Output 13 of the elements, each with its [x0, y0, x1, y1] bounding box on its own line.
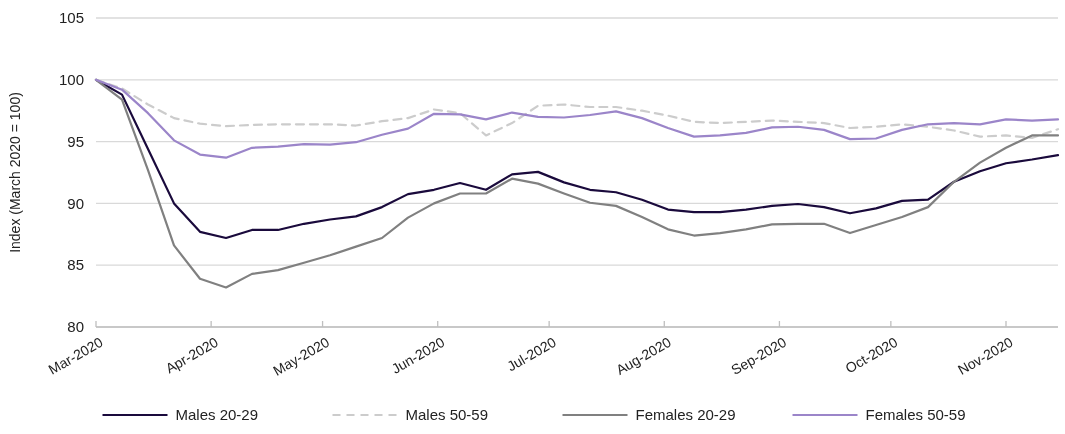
y-tick-label: 95 [67, 132, 84, 150]
y-tick-label: 100 [58, 71, 84, 89]
legend-label: Males 20-29 [175, 406, 259, 423]
y-axis-title: Index (March 2020 = 100) [7, 92, 23, 253]
line-series [94, 78, 1060, 159]
line-series [94, 78, 1060, 289]
y-tick-label: 90 [67, 194, 84, 212]
legend-label: Males 50-59 [405, 406, 489, 423]
legend-label: Females 50-59 [865, 406, 966, 423]
y-tick-label: 85 [67, 256, 84, 274]
y-tick-label: 80 [67, 318, 84, 336]
legend-label: Females 20-29 [635, 406, 736, 423]
y-tick-label: 105 [58, 9, 84, 27]
